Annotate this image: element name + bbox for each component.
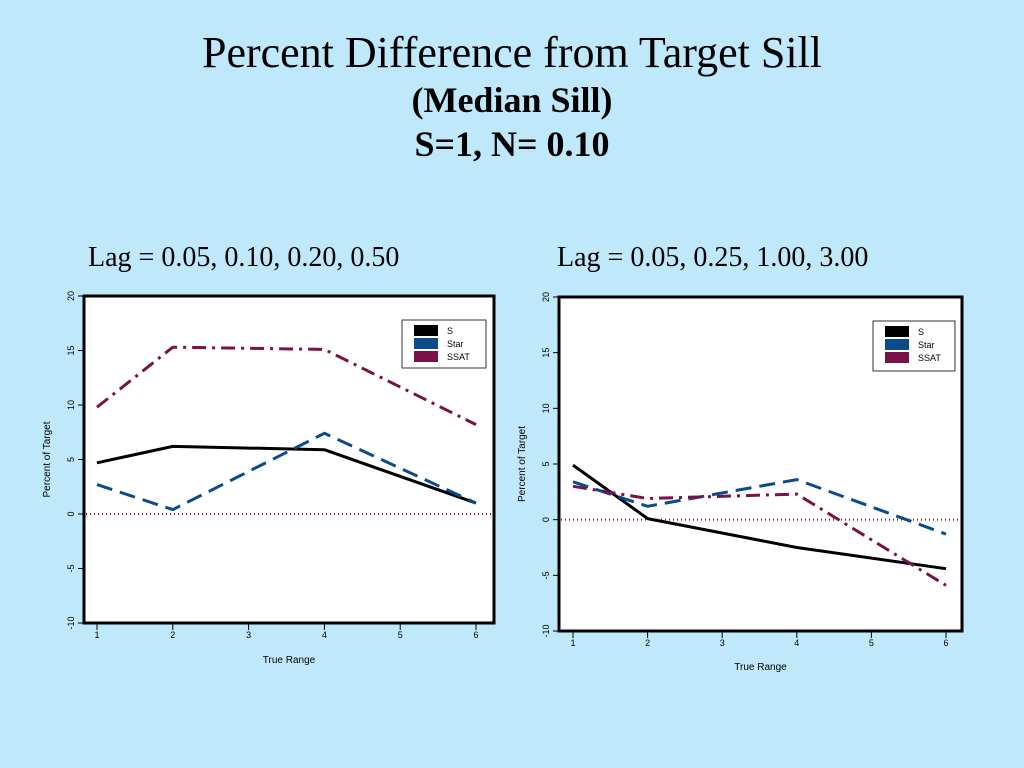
y-tick-label: 10 xyxy=(541,403,551,413)
legend-label-star: Star xyxy=(918,340,935,350)
legend-swatch-star xyxy=(414,338,438,349)
y-tick-label: -10 xyxy=(541,624,551,637)
y-tick-label: 20 xyxy=(66,291,76,301)
x-tick-label: 2 xyxy=(645,638,650,648)
y-tick-label: -5 xyxy=(541,571,551,579)
x-tick-label: 3 xyxy=(246,630,251,640)
y-tick-label: 5 xyxy=(66,457,76,462)
legend-label-s: S xyxy=(918,327,924,337)
y-tick-label: -5 xyxy=(66,564,76,572)
left-chart: 20 15 10 5 0 -5 -10 1 2 3 4 5 6 True Range Percent of … xyxy=(38,290,508,680)
series-line-star xyxy=(96,431,477,512)
left-panel-title: Lag = 0.05, 0.10, 0.20, 0.50 xyxy=(88,242,400,273)
x-tick-label: 6 xyxy=(943,638,948,648)
right-chart: 20 15 10 5 0 -5 -10 1 2 3 4 5 6 True Range Percent of … xyxy=(513,290,983,688)
x-tick-label: 1 xyxy=(570,638,575,648)
x-tick-label: 5 xyxy=(398,630,403,640)
y-tick-label: 10 xyxy=(66,400,76,410)
x-tick-label: 1 xyxy=(94,630,99,640)
y-tick-label: -10 xyxy=(66,616,76,629)
y-tick-label: 20 xyxy=(541,292,551,302)
series-line-ssat xyxy=(572,484,947,587)
x-axis-label: True Range xyxy=(734,662,787,673)
right-panel-title: Lag = 0.05, 0.25, 1.00, 3.00 xyxy=(557,242,869,273)
y-tick-label: 0 xyxy=(541,517,551,522)
legend-label-star: Star xyxy=(447,339,464,349)
slide-subtitle: (Median Sill) xyxy=(411,80,613,120)
y-tick-label: 15 xyxy=(541,348,551,358)
legend-swatch-s xyxy=(885,326,909,337)
slide-title: Percent Difference from Target Sill xyxy=(201,28,823,77)
legend-swatch-star xyxy=(885,339,909,350)
x-tick-label: 3 xyxy=(720,638,725,648)
y-axis-label: Percent of Target xyxy=(517,426,528,502)
y-axis-label: Percent of Target xyxy=(42,421,53,497)
x-tick-label: 6 xyxy=(473,630,478,640)
left-chart-svg: 20 15 10 5 0 -5 -10 1 2 3 4 5 6 True Range Percent of … xyxy=(42,291,496,666)
legend-label-ssat: SSAT xyxy=(918,353,941,363)
legend-swatch-ssat xyxy=(885,352,909,363)
legend-label-s: S xyxy=(447,326,453,336)
x-tick-label: 4 xyxy=(322,630,327,640)
right-chart-svg: 20 15 10 5 0 -5 -10 1 2 3 4 5 6 True Range Percent of … xyxy=(517,292,964,673)
legend-swatch-ssat xyxy=(414,351,438,362)
x-tick-label: 4 xyxy=(794,638,799,648)
legend-label-ssat: SSAT xyxy=(447,352,470,362)
x-tick-label: 5 xyxy=(869,638,874,648)
y-tick-label: 5 xyxy=(541,461,551,466)
slide-params: S=1, N= 0.10 xyxy=(414,124,610,164)
legend-swatch-s xyxy=(414,325,438,336)
series-line-star xyxy=(572,478,947,536)
x-axis-label: True Range xyxy=(263,655,316,666)
series-line-ssat xyxy=(96,345,477,426)
series-line-s xyxy=(96,444,477,505)
slide-title-block: Percent Difference from Target Sill (Med… xyxy=(0,28,1024,166)
y-tick-label: 0 xyxy=(66,511,76,516)
y-tick-label: 15 xyxy=(66,345,76,355)
x-tick-label: 2 xyxy=(170,630,175,640)
